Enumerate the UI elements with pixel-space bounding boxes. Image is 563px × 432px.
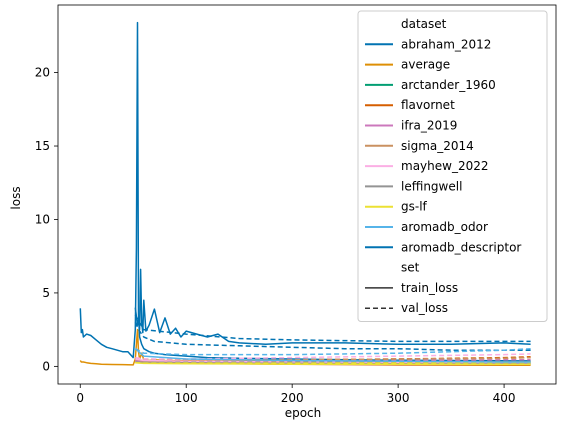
- legend-label-aromadb-odor: aromadb_odor: [401, 220, 488, 234]
- legend-label-ifra-2019: ifra_2019: [401, 119, 457, 133]
- y-tick-label: 10: [35, 212, 50, 226]
- axes-layer: 0 100 200 300 400 0 5 10 15 20: [35, 4, 557, 405]
- legend-label-train-loss: train_loss: [401, 281, 458, 295]
- y-axis-title: loss: [9, 186, 23, 209]
- legend-title-set: set: [401, 261, 420, 275]
- series-line-aromadb-descriptor-val: [134, 314, 531, 343]
- x-tick-label: 0: [76, 391, 84, 405]
- legend-box: [357, 10, 548, 322]
- x-tick-label: 200: [281, 391, 304, 405]
- legend-label-sigma-2014: sigma_2014: [401, 139, 474, 153]
- plot-frame: [57, 4, 557, 385]
- series-line-aromadb-odor-val: [134, 347, 531, 356]
- legend-title-dataset: dataset: [401, 17, 447, 31]
- y-tick-label: 20: [35, 66, 50, 80]
- x-tick-label: 300: [387, 391, 410, 405]
- x-axis-title: epoch: [285, 406, 322, 420]
- legend-label-arctander-1960: arctander_1960: [401, 78, 496, 92]
- legend-label-val-loss: val_loss: [401, 301, 448, 315]
- series-line-abraham-2012-val: [134, 321, 531, 351]
- legend-label-gs-lf: gs-lf: [401, 200, 428, 214]
- y-tick-label: 0: [42, 359, 50, 373]
- legend-label-aromadb-descriptor: aromadb_descriptor: [401, 240, 521, 254]
- y-tick-label: 15: [35, 139, 50, 153]
- series-line-gs-lf-train: [135, 361, 531, 366]
- x-tick-label: 400: [493, 391, 516, 405]
- legend-label-mayhew-2022: mayhew_2022: [401, 159, 489, 173]
- x-tick-label: 100: [175, 391, 198, 405]
- series-line-aromadb-odor-train: [134, 348, 531, 363]
- legend-label-flavornet: flavornet: [401, 98, 455, 112]
- series-layer: [79, 21, 531, 366]
- legend-label-average: average: [401, 58, 450, 72]
- y-tick-label: 5: [42, 286, 50, 300]
- legend-label-abraham-2012: abraham_2012: [401, 37, 491, 51]
- legend-label-leffingwell: leffingwell: [401, 179, 462, 193]
- series-line-mayhew-2022-val: [135, 353, 531, 360]
- series-line-aromadb-descriptor-train: [134, 268, 531, 346]
